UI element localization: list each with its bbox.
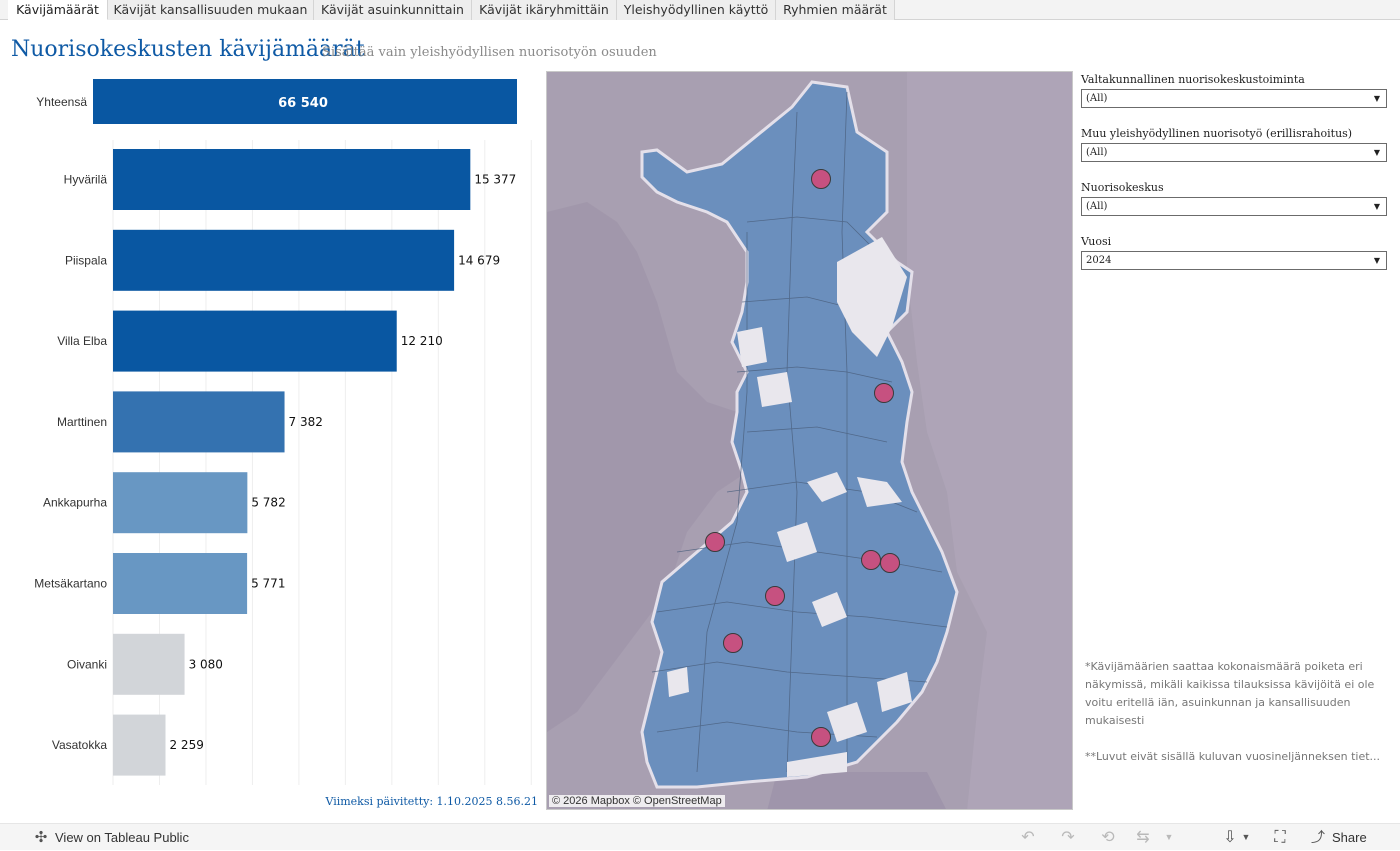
footnote-2: **Luvut eivät sisällä kuluvan vuosineljä…: [1085, 750, 1381, 763]
filter-value: (All): [1086, 93, 1108, 104]
filter-nuorisokeskus: Nuorisokeskus (All) ▼: [1081, 181, 1387, 216]
filter-value: (All): [1086, 147, 1108, 158]
map-marker[interactable]: [861, 550, 881, 570]
filter-muu-nuorisotyo: Muu yleishyödyllinen nuorisotyö (erillis…: [1081, 127, 1387, 162]
refresh-icon[interactable]: ⇆: [1136, 829, 1150, 846]
tab-ikaryhmat[interactable]: Kävijät ikäryhmittäin: [472, 0, 617, 20]
bar-category-label: Vasatokka: [52, 738, 107, 752]
bar[interactable]: [113, 229, 455, 291]
fullscreen-icon[interactable]: ⛶: [1274, 829, 1286, 846]
sweden-land: [547, 202, 747, 732]
bar-value-label: 5 771: [251, 577, 285, 591]
tab-asuinkunnat[interactable]: Kävijät asuinkunnittain: [314, 0, 472, 20]
dropdown-arrow-icon: ▼: [1373, 256, 1380, 265]
filter-label: Valtakunnallinen nuorisokeskustoiminta: [1081, 73, 1305, 86]
bar-category-label: Marttinen: [57, 415, 107, 429]
russia-land: [907, 72, 1072, 809]
filter-valtakunnallinen: Valtakunnallinen nuorisokeskustoiminta (…: [1081, 73, 1387, 108]
total-value-label: 66 540: [278, 96, 328, 111]
centre-markers[interactable]: [705, 169, 900, 747]
tableau-logo-icon: ✣: [34, 829, 48, 846]
map-marker[interactable]: [811, 727, 831, 747]
filter-dropdown[interactable]: 2024 ▼: [1081, 251, 1387, 270]
share-button[interactable]: Share: [1332, 830, 1367, 845]
pause-dropdown-icon[interactable]: ▼: [1164, 832, 1174, 842]
bar-category-label: Ankkapurha: [43, 496, 107, 510]
dropdown-arrow-icon: ▼: [1373, 94, 1380, 103]
tab-yleishyodyllinen[interactable]: Yleishyödyllinen käyttö: [617, 0, 776, 20]
filter-value: (All): [1086, 201, 1108, 212]
map-marker[interactable]: [880, 553, 900, 573]
visitor-bar-chart: Yhteensä 66 540 Hyvärilä 15 377 Piispala 14 6…: [34, 79, 532, 785]
filter-dropdown[interactable]: (All) ▼: [1081, 143, 1387, 162]
map-canvas: [547, 72, 1072, 809]
filter-value: 2024: [1086, 255, 1112, 266]
bar[interactable]: [113, 553, 248, 614]
revert-icon[interactable]: ⟲: [1101, 829, 1115, 846]
map-marker[interactable]: [811, 169, 831, 189]
filter-label: Vuosi: [1081, 235, 1112, 248]
map-marker[interactable]: [705, 532, 725, 552]
bar-value-label: 2 259: [169, 738, 203, 752]
dropdown-arrow-icon: ▼: [1373, 148, 1380, 157]
filter-dropdown[interactable]: (All) ▼: [1081, 197, 1387, 216]
filter-vuosi: Vuosi 2024 ▼: [1081, 235, 1387, 270]
map-credit[interactable]: © 2026 Mapbox © OpenStreetMap: [549, 795, 725, 807]
bar-category-label: Hyvärilä: [64, 173, 108, 187]
total-bar[interactable]: [93, 79, 517, 124]
page-subtitle: Sisältää vain yleishyödyllisen nuorisoty…: [322, 45, 657, 60]
finland-map[interactable]: © 2026 Mapbox © OpenStreetMap: [546, 71, 1073, 810]
share-icon[interactable]: ⤴: [1311, 829, 1325, 845]
bar[interactable]: [113, 633, 185, 695]
bar[interactable]: [113, 310, 397, 372]
bar-value-label: 7 382: [289, 415, 323, 429]
bar[interactable]: [113, 472, 248, 534]
undo-icon[interactable]: ↶: [1021, 829, 1035, 846]
bar-value-label: 14 679: [458, 253, 500, 267]
total-label: Yhteensä: [36, 95, 87, 109]
tab-kansallisuus[interactable]: Kävijät kansallisuuden mukaan: [108, 0, 314, 20]
redo-icon[interactable]: ↷: [1061, 829, 1075, 846]
tab-kavijamaarat[interactable]: Kävijämäärät: [8, 0, 108, 20]
bar-category-label: Piispala: [65, 253, 107, 267]
download-icon[interactable]: ⇩: [1223, 829, 1237, 846]
dropdown-arrow-icon: ▼: [1373, 202, 1380, 211]
filter-label: Nuorisokeskus: [1081, 181, 1164, 194]
no-data-areas: [667, 237, 912, 777]
tab-bar: Kävijämäärät Kävijät kansallisuuden muka…: [0, 0, 1400, 20]
bar[interactable]: [113, 149, 471, 210]
map-marker[interactable]: [723, 633, 743, 653]
footnotes: *Kävijämäärien saattaa kokonaismäärä poi…: [1085, 658, 1390, 784]
tab-ryhmat[interactable]: Ryhmien määrät: [776, 0, 895, 20]
bar-value-label: 12 210: [401, 334, 443, 348]
bar-category-label: Oivanki: [67, 657, 107, 671]
view-on-tableau-link[interactable]: View on Tableau Public: [55, 830, 189, 845]
footnote-1: *Kävijämäärien saattaa kokonaismäärä poi…: [1085, 660, 1375, 727]
page-title: Nuorisokeskusten kävijämäärät: [11, 37, 365, 62]
bar-value-label: 15 377: [474, 173, 516, 187]
estonia-land: [767, 772, 946, 809]
filter-label: Muu yleishyödyllinen nuorisotyö (erillis…: [1081, 127, 1353, 140]
bar[interactable]: [113, 714, 166, 776]
bar-value-label: 5 782: [251, 496, 285, 510]
bar-category-label: Villa Elba: [57, 334, 107, 348]
download-dropdown-icon[interactable]: ▼: [1241, 832, 1251, 842]
tableau-toolbar: ✣ View on Tableau Public ↶ ↷ ⟲ ⇆ ▼ ⇩ ▼ ⛶…: [0, 823, 1400, 850]
bar-value-label: 3 080: [189, 657, 223, 671]
bar-category-label: Metsäkartano: [34, 577, 107, 591]
map-marker[interactable]: [765, 586, 785, 606]
bar[interactable]: [113, 391, 285, 453]
map-marker[interactable]: [874, 383, 894, 403]
last-updated: Viimeksi päivitetty: 1.10.2025 8.56.21: [325, 795, 538, 808]
filter-dropdown[interactable]: (All) ▼: [1081, 89, 1387, 108]
